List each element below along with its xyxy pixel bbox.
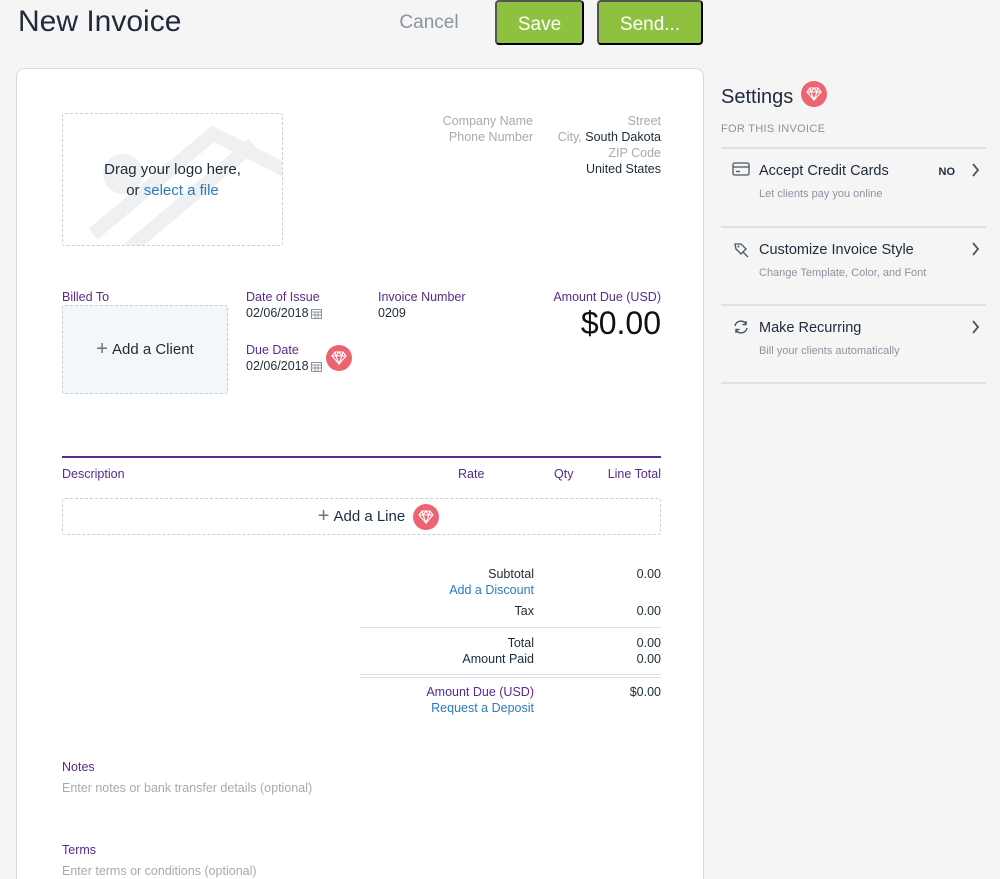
credit-cards-status: NO	[938, 166, 956, 178]
totals-divider	[360, 627, 661, 628]
add-line-button[interactable]: + Add a Line	[62, 498, 661, 535]
select-file-link[interactable]: select a file	[143, 182, 219, 199]
credit-card-icon	[732, 162, 750, 176]
plus-icon: +	[96, 338, 108, 360]
zip-field[interactable]: ZIP Code	[608, 146, 661, 160]
line-items-divider	[62, 456, 661, 458]
settings-divider	[721, 304, 986, 306]
premium-gem-icon[interactable]	[413, 504, 439, 530]
setting-title: Make Recurring	[759, 320, 862, 336]
settings-subtitle: FOR THIS INVOICE	[721, 123, 826, 135]
settings-divider	[721, 382, 986, 384]
tax-label: Tax	[514, 604, 534, 618]
page-title: New Invoice	[18, 5, 182, 38]
premium-gem-icon[interactable]	[801, 81, 827, 107]
save-button[interactable]: Save	[495, 0, 584, 45]
paint-brush-icon	[734, 243, 749, 258]
billed-to-label: Billed To	[62, 290, 110, 304]
setting-desc: Bill your clients automatically	[759, 345, 900, 357]
setting-desc: Change Template, Color, and Font	[759, 267, 927, 279]
date-of-issue-label: Date of Issue	[246, 290, 320, 304]
terms-label: Terms	[62, 843, 97, 857]
notes-field[interactable]: Enter notes or bank transfer details (op…	[62, 781, 313, 795]
calendar-icon[interactable]	[310, 361, 322, 372]
street-field[interactable]: Street	[627, 114, 661, 128]
cancel-button[interactable]: Cancel	[380, 0, 478, 45]
add-line-label: Add a Line	[333, 508, 406, 525]
notes-label: Notes	[62, 760, 95, 774]
image-placeholder-icon	[88, 125, 282, 245]
chevron-right-icon	[972, 320, 980, 334]
date-of-issue-value: 02/06/2018	[246, 306, 309, 320]
terms-field[interactable]: Enter terms or conditions (optional)	[62, 864, 257, 878]
logo-dropzone[interactable]: Drag your logo here, or select a file	[62, 113, 283, 246]
add-client-label: Add a Client	[111, 341, 194, 358]
add-discount-link[interactable]: Add a Discount	[449, 583, 534, 597]
invoice-number-label: Invoice Number	[378, 290, 466, 304]
send-button[interactable]: Send...	[597, 0, 703, 45]
amount-due-label: Amount Due (USD)	[553, 290, 661, 304]
totals-divider	[360, 677, 661, 678]
tax-value: 0.00	[636, 604, 661, 618]
recurring-icon	[734, 320, 748, 334]
subtotal-value: 0.00	[636, 567, 661, 581]
company-address[interactable]: Street City, South Dakota ZIP Code Unite…	[558, 113, 661, 177]
setting-title: Customize Invoice Style	[759, 242, 914, 258]
plus-icon: +	[317, 505, 330, 527]
amount-paid-label: Amount Paid	[462, 652, 534, 666]
premium-gem-icon[interactable]	[326, 345, 352, 371]
total-value: 0.00	[636, 636, 661, 650]
total-amount-due-label: Amount Due (USD)	[426, 685, 534, 699]
chevron-right-icon	[972, 163, 980, 177]
subtotal-label: Subtotal	[488, 567, 534, 581]
add-client-button[interactable]: + Add a Client	[62, 305, 228, 394]
invoice-number-field[interactable]: 0209	[378, 306, 406, 320]
setting-make-recurring[interactable]: Make Recurring Bill your clients automat…	[721, 306, 986, 382]
total-label: Total	[507, 636, 534, 650]
amount-paid-value: 0.00	[636, 652, 661, 666]
chevron-right-icon	[972, 242, 980, 256]
settings-divider	[721, 147, 986, 149]
due-date-field[interactable]: 02/06/2018	[246, 359, 322, 373]
company-name-field[interactable]: Company Name	[442, 114, 533, 128]
col-description: Description	[62, 467, 125, 481]
logo-or-text: or	[126, 182, 140, 199]
settings-title: Settings	[721, 86, 794, 108]
totals-divider	[360, 674, 661, 675]
phone-number-field[interactable]: Phone Number	[448, 130, 533, 144]
total-amount-due-value: $0.00	[629, 685, 661, 699]
col-rate: Rate	[458, 467, 485, 481]
settings-divider	[721, 226, 986, 228]
setting-accept-credit-cards[interactable]: Accept Credit Cards Let clients pay you …	[721, 149, 986, 225]
request-deposit-link[interactable]: Request a Deposit	[431, 701, 534, 715]
city-field[interactable]: City,	[557, 130, 582, 144]
due-date-label: Due Date	[246, 343, 299, 357]
setting-title: Accept Credit Cards	[759, 163, 889, 179]
setting-customize-style[interactable]: Customize Invoice Style Change Template,…	[721, 228, 986, 304]
amount-due-value: $0.00	[580, 305, 661, 341]
date-of-issue-field[interactable]: 02/06/2018	[246, 306, 322, 320]
due-date-value: 02/06/2018	[246, 359, 309, 373]
logo-drop-text: Drag your logo here,	[104, 161, 241, 178]
invoice-card: Drag your logo here, or select a file Co…	[16, 68, 704, 879]
state-field[interactable]: South Dakota	[585, 130, 661, 144]
company-info[interactable]: Company Name Phone Number	[443, 113, 533, 145]
setting-desc: Let clients pay you online	[759, 188, 883, 200]
col-line-total: Line Total	[607, 467, 661, 481]
col-qty: Qty	[554, 467, 574, 481]
calendar-icon[interactable]	[310, 308, 322, 319]
country-field[interactable]: United States	[585, 162, 661, 176]
